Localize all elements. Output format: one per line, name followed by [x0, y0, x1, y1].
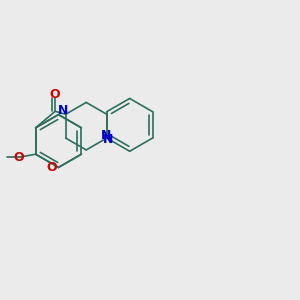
- Text: O: O: [50, 88, 60, 101]
- Text: N: N: [101, 129, 111, 142]
- Text: O: O: [46, 161, 57, 174]
- Text: N: N: [103, 133, 113, 146]
- Text: N: N: [58, 104, 68, 117]
- Text: O: O: [14, 151, 24, 164]
